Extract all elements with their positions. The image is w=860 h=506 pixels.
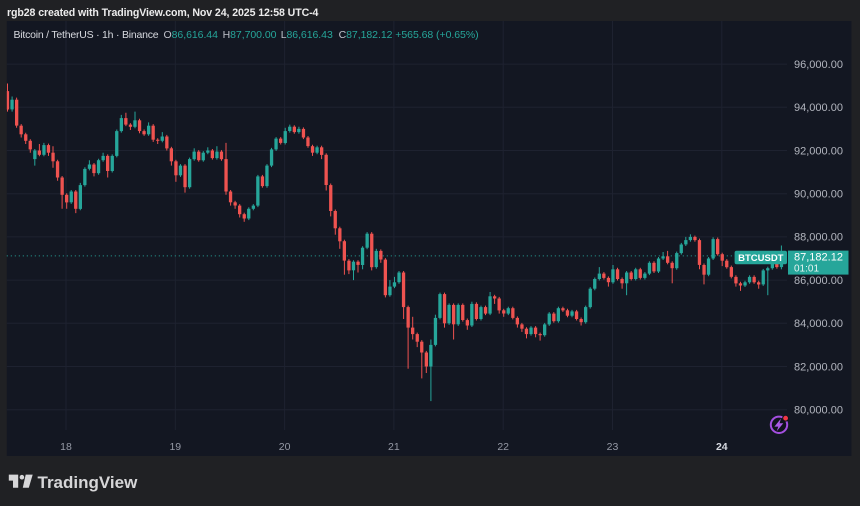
svg-text:C87,182.12: C87,182.12 [339, 29, 393, 41]
svg-text:88,000.00: 88,000.00 [794, 232, 843, 244]
svg-text:82,000.00: 82,000.00 [794, 361, 843, 373]
svg-text:18: 18 [60, 441, 72, 453]
svg-text:92,000.00: 92,000.00 [794, 145, 843, 157]
svg-text:80,000.00: 80,000.00 [794, 405, 843, 417]
svg-text:H87,700.00: H87,700.00 [223, 29, 277, 41]
svg-text:23: 23 [607, 441, 619, 453]
svg-text:01:01: 01:01 [794, 264, 819, 275]
svg-text:O86,616.44: O86,616.44 [164, 29, 219, 41]
svg-text:TradingView: TradingView [38, 473, 139, 492]
svg-text:94,000.00: 94,000.00 [794, 102, 843, 114]
svg-text:L86,616.43: L86,616.43 [281, 29, 333, 41]
svg-text:84,000.00: 84,000.00 [794, 318, 843, 330]
svg-text:87,182.12: 87,182.12 [794, 252, 843, 264]
svg-text:22: 22 [497, 441, 509, 453]
svg-text:20: 20 [279, 441, 291, 453]
svg-text:Bitcoin / TetherUS · 1h · Bina: Bitcoin / TetherUS · 1h · Binance [14, 29, 159, 41]
svg-text:21: 21 [388, 441, 400, 453]
svg-text:BTCUSDT: BTCUSDT [738, 253, 784, 264]
svg-text:rgb28 created with TradingView: rgb28 created with TradingView.com, Nov … [7, 7, 319, 19]
svg-text:96,000.00: 96,000.00 [794, 59, 843, 71]
svg-text:+565.68 (+0.65%): +565.68 (+0.65%) [395, 29, 478, 41]
svg-text:19: 19 [169, 441, 181, 453]
svg-text:24: 24 [716, 441, 728, 453]
svg-text:90,000.00: 90,000.00 [794, 189, 843, 201]
svg-text:86,000.00: 86,000.00 [794, 275, 843, 287]
